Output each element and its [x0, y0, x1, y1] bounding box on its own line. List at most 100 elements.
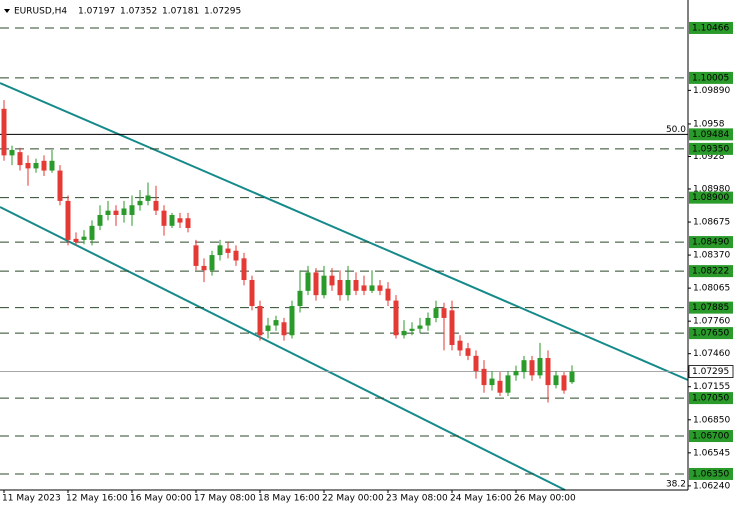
x-tick-label: 17 May 08:00	[194, 494, 256, 504]
header-icon	[4, 9, 10, 13]
y-tick-label: 1.06850	[693, 415, 730, 425]
level-label: 1.09484	[692, 130, 729, 140]
candle-body	[249, 280, 255, 307]
channel-lower	[0, 206, 566, 491]
level-label-box	[689, 265, 733, 278]
candle-body	[521, 360, 527, 373]
candle-body	[353, 280, 359, 291]
candle-body	[161, 210, 167, 226]
candle-body	[25, 162, 31, 169]
candle-body	[505, 375, 511, 393]
level-label-box	[689, 21, 733, 34]
candle-body	[385, 288, 391, 301]
level-label-box	[689, 142, 733, 155]
candle-body	[417, 325, 423, 329]
candle-body	[289, 306, 295, 336]
candle-body	[401, 330, 407, 336]
candle-body	[481, 368, 487, 386]
symbol: EURUSD,H4	[14, 7, 67, 17]
candle-body	[449, 310, 455, 346]
candle-body	[569, 371, 575, 383]
candle-body	[537, 358, 543, 376]
candle-body	[553, 375, 559, 386]
candle-body	[169, 214, 175, 226]
y-tick-label: 1.0928	[693, 152, 725, 162]
level-label: 1.06350	[692, 469, 729, 479]
candle-body	[345, 280, 351, 296]
candle-body	[561, 375, 567, 391]
candle-body	[33, 162, 39, 169]
candle-body	[89, 225, 95, 240]
level-label-box	[689, 128, 733, 141]
candle-body	[217, 245, 223, 256]
candle-body	[193, 245, 199, 266]
candle-body	[257, 306, 263, 336]
y-tick-label: 1.07760	[693, 317, 730, 327]
candle-body	[441, 308, 447, 318]
x-tick-label: 24 May 16:00	[450, 494, 512, 504]
level-label-box	[689, 392, 733, 405]
candle-body	[265, 325, 271, 331]
candle-body	[377, 285, 383, 291]
candle-body	[145, 195, 151, 201]
candle-body	[313, 272, 319, 296]
level-label: 1.07050	[692, 394, 729, 404]
x-tick-label: 23 May 08:00	[386, 494, 448, 504]
candle-body	[225, 248, 231, 253]
level-label: 1.07885	[692, 303, 729, 313]
level-label-box	[689, 71, 733, 84]
y-tick-label: 1.07460	[693, 349, 730, 359]
channel-upper	[0, 82, 689, 381]
candle-body	[241, 258, 247, 280]
candle-body	[273, 320, 279, 326]
candle-body	[489, 378, 495, 386]
candle-body	[233, 250, 239, 261]
candle-body	[433, 308, 439, 318]
price-label-box	[688, 365, 734, 378]
y-tick-label: 1.07155	[693, 382, 730, 392]
x-tick-label: 22 May 00:00	[322, 494, 384, 504]
y-tick-label: 1.06240	[693, 481, 730, 491]
candle-body	[65, 200, 71, 240]
y-tick-label: 1.08065	[693, 284, 730, 294]
header-high: 1.07352	[120, 7, 157, 17]
candle-body	[393, 300, 399, 336]
candle-body	[369, 285, 375, 291]
candle-body	[201, 265, 207, 271]
level-label-box	[689, 301, 733, 314]
fib-label: 38.2	[666, 480, 686, 490]
header-open: 1.07197	[78, 7, 115, 17]
candle-body	[329, 275, 335, 286]
candle-body	[473, 355, 479, 372]
candle-body	[105, 210, 111, 215]
candle-body	[321, 275, 327, 296]
y-tick-label: 1.0958	[693, 119, 725, 129]
candle-body	[361, 285, 367, 291]
x-tick-label: 18 May 16:00	[258, 494, 320, 504]
x-tick-label: 12 May 16:00	[66, 494, 128, 504]
candle-body	[57, 170, 63, 201]
candle-body	[1, 108, 7, 156]
candle-body	[425, 317, 431, 326]
price-label: 1.07295	[692, 367, 729, 377]
level-label: 1.08222	[692, 267, 729, 277]
candle-body	[121, 208, 127, 215]
level-label-box	[689, 430, 733, 443]
candle-body	[185, 218, 191, 228]
y-tick-label: 1.08980	[693, 184, 730, 194]
candle-body	[297, 290, 303, 307]
candle-body	[9, 149, 15, 156]
x-tick-label: 16 May 00:00	[130, 494, 192, 504]
x-tick-label: 26 May 00:00	[514, 494, 576, 504]
level-label: 1.09350	[692, 144, 729, 154]
y-tick-label: 1.08675	[693, 218, 730, 228]
candle-body	[337, 280, 343, 296]
level-label-box	[689, 236, 733, 249]
y-tick-label: 1.08370	[693, 251, 730, 261]
candle-body	[497, 380, 503, 393]
candle-body	[409, 328, 415, 331]
candle-body	[97, 214, 103, 226]
y-tick-label: 1.06545	[693, 448, 730, 458]
